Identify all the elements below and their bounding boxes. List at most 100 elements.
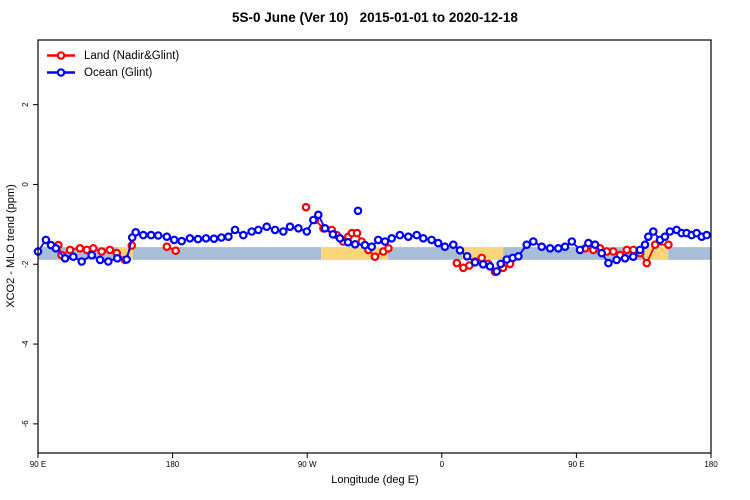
data-point: [395, 230, 405, 240]
data-point: [89, 244, 98, 253]
data-point: [328, 230, 338, 239]
data-point: [113, 253, 122, 263]
data-point: [635, 245, 645, 255]
data-point: [575, 245, 585, 255]
data-point: [352, 228, 362, 238]
legend-item-land: Land (Nadir&Glint): [46, 47, 179, 64]
data-point: [612, 255, 621, 265]
data-point: [302, 227, 312, 236]
data-point: [537, 242, 547, 252]
data-point: [335, 234, 345, 243]
data-point: [380, 237, 390, 246]
legend-label-ocean: Ocean (Glint): [84, 66, 153, 79]
data-point: [247, 227, 257, 236]
data-point: [104, 257, 113, 266]
data-point: [224, 232, 233, 242]
data-point: [545, 244, 555, 253]
y-tick-label: -6: [21, 420, 30, 428]
data-point: [353, 206, 363, 216]
data-point: [560, 242, 570, 252]
series-ocean: [33, 206, 712, 276]
data-point: [278, 227, 288, 236]
data-point: [370, 252, 380, 262]
data-point: [313, 210, 323, 220]
data-point: [629, 245, 638, 255]
data-point: [462, 251, 472, 261]
data-point: [97, 247, 107, 256]
data-point: [650, 240, 660, 250]
ocean-band-segment: [133, 247, 322, 260]
data-point: [620, 253, 630, 263]
data-point: [418, 234, 428, 243]
data-point: [622, 245, 632, 255]
data-point: [308, 215, 318, 225]
axes: 90 E 180 90 W 0 90 E 180 2 0 -2 -4 -6: [21, 102, 718, 469]
ocean-series-key-icon: [47, 68, 75, 77]
data-point: [209, 234, 219, 244]
x-tick-label: 180: [704, 460, 718, 469]
x-tick-label: 90 E: [568, 460, 584, 469]
data-point: [270, 225, 280, 235]
data-point: [660, 232, 670, 242]
y-tick-label: 2: [21, 102, 30, 107]
data-point: [597, 248, 607, 258]
data-point: [702, 230, 712, 240]
data-point: [360, 240, 370, 250]
data-point: [301, 202, 311, 212]
data-point: [177, 236, 187, 246]
data-point: [452, 258, 462, 268]
data-point: [146, 230, 156, 240]
data-point: [492, 267, 502, 276]
series-land: [53, 202, 673, 277]
data-point: [628, 252, 638, 262]
data-point: [153, 231, 163, 240]
data-point: [201, 234, 211, 243]
data-point: [640, 240, 650, 250]
chart-title: 5S-0 June (Ver 10) 2015-01-01 to 2020-12…: [232, 10, 518, 25]
data-point: [162, 232, 172, 242]
legend: Land (Nadir&Glint) Ocean (Glint): [46, 47, 179, 81]
data-point: [193, 234, 203, 244]
data-point: [350, 240, 360, 249]
data-point: [95, 255, 105, 265]
data-point: [440, 242, 450, 252]
data-point: [514, 251, 523, 261]
land-series-key-icon: [47, 51, 75, 60]
data-point: [604, 258, 613, 268]
data-point: [162, 242, 172, 252]
data-point: [642, 258, 652, 268]
data-point: [285, 222, 295, 232]
data-point: [69, 252, 78, 262]
ocean-band-segment: [668, 247, 711, 260]
data-point: [496, 259, 506, 269]
data-point: [169, 235, 179, 245]
data-point: [528, 237, 538, 246]
legend-label-land: Land (Nadir&Glint): [84, 49, 180, 62]
data-point: [131, 228, 141, 237]
data-point: [485, 261, 495, 271]
data-point: [87, 250, 97, 260]
data-point: [478, 259, 488, 269]
data-point: [433, 238, 443, 248]
y-tick-label: 0: [21, 182, 30, 187]
data-point: [584, 238, 593, 248]
x-tick-label: 180: [166, 460, 180, 469]
data-point: [448, 240, 458, 250]
data-point: [455, 246, 465, 255]
data-point: [590, 240, 600, 250]
data-point: [608, 247, 618, 256]
data-point: [217, 233, 226, 242]
data-point: [253, 225, 263, 235]
data-point: [65, 245, 75, 255]
x-tick-label: 90 E: [30, 460, 46, 469]
data-point: [384, 244, 393, 253]
y-tick-label: -2: [21, 260, 30, 268]
data-point: [553, 244, 563, 253]
data-point: [41, 235, 51, 245]
data-point: [665, 227, 675, 236]
data-point: [367, 242, 377, 252]
data-point: [567, 237, 577, 246]
land-band-segment: [645, 247, 669, 260]
